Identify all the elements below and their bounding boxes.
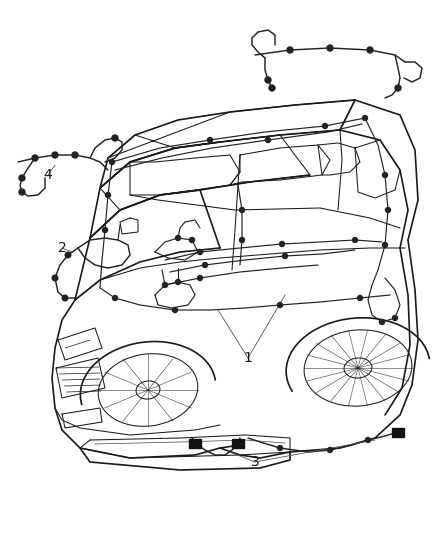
Circle shape xyxy=(208,138,212,142)
Text: 1: 1 xyxy=(244,351,252,365)
Circle shape xyxy=(176,236,180,240)
Circle shape xyxy=(102,228,107,232)
Circle shape xyxy=(52,275,58,281)
Circle shape xyxy=(198,276,202,280)
Circle shape xyxy=(357,295,363,301)
Circle shape xyxy=(72,152,78,158)
Circle shape xyxy=(113,295,117,301)
Circle shape xyxy=(365,438,371,442)
Circle shape xyxy=(367,47,373,53)
Bar xyxy=(392,427,404,437)
Circle shape xyxy=(62,295,68,301)
Circle shape xyxy=(198,249,202,254)
Circle shape xyxy=(327,45,333,51)
Circle shape xyxy=(283,254,287,259)
Circle shape xyxy=(190,238,194,243)
Circle shape xyxy=(173,308,177,312)
Circle shape xyxy=(19,175,25,181)
Circle shape xyxy=(240,207,244,213)
Bar xyxy=(189,439,201,448)
Text: 3: 3 xyxy=(251,455,259,469)
Circle shape xyxy=(328,448,332,453)
Text: 2: 2 xyxy=(58,241,67,255)
Circle shape xyxy=(52,152,58,158)
Circle shape xyxy=(162,282,167,287)
Circle shape xyxy=(395,85,401,91)
Circle shape xyxy=(176,279,180,285)
Circle shape xyxy=(112,135,118,141)
Circle shape xyxy=(287,47,293,53)
Circle shape xyxy=(353,238,357,243)
Bar xyxy=(232,439,244,448)
Circle shape xyxy=(110,159,114,165)
Circle shape xyxy=(385,207,391,213)
Circle shape xyxy=(202,262,208,268)
Circle shape xyxy=(106,192,110,198)
Circle shape xyxy=(19,189,25,195)
Circle shape xyxy=(278,446,283,450)
Circle shape xyxy=(65,252,71,258)
Circle shape xyxy=(265,77,271,83)
Circle shape xyxy=(392,316,398,320)
Circle shape xyxy=(265,138,271,142)
Circle shape xyxy=(379,319,385,325)
Circle shape xyxy=(269,85,275,91)
Circle shape xyxy=(240,238,244,243)
Circle shape xyxy=(382,243,388,247)
Circle shape xyxy=(278,303,283,308)
Circle shape xyxy=(382,173,388,177)
Text: 4: 4 xyxy=(44,168,53,182)
Circle shape xyxy=(363,116,367,120)
Circle shape xyxy=(32,155,38,161)
Circle shape xyxy=(279,241,285,246)
Circle shape xyxy=(322,124,328,128)
